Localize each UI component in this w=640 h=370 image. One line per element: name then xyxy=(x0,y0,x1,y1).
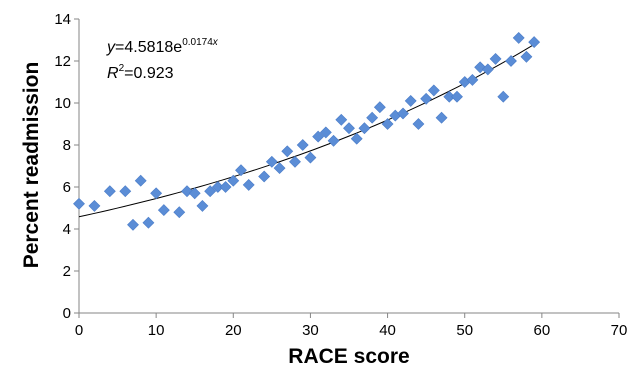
r-squared-sup: 2 xyxy=(119,63,125,74)
data-point xyxy=(404,94,417,107)
r-squared-label: R xyxy=(107,65,119,82)
data-point xyxy=(142,216,155,229)
data-points xyxy=(73,31,541,231)
data-point xyxy=(528,36,541,49)
data-point xyxy=(381,118,394,130)
data-point xyxy=(227,174,240,187)
y-tick-label: 14 xyxy=(54,11,71,28)
y-tick-label: 10 xyxy=(54,95,71,112)
data-point xyxy=(505,55,517,67)
data-point xyxy=(319,126,332,139)
data-point xyxy=(235,164,247,177)
data-point xyxy=(219,181,232,193)
data-point xyxy=(520,50,533,63)
data-point xyxy=(327,134,340,147)
data-point xyxy=(420,92,433,105)
data-point xyxy=(466,73,479,86)
data-point xyxy=(512,31,525,44)
data-point xyxy=(273,162,286,175)
data-point xyxy=(358,122,371,135)
data-point xyxy=(397,107,409,120)
equation-exponent: 0.0174 xyxy=(182,37,213,48)
equation-body: =4.5818e xyxy=(115,39,182,56)
data-point xyxy=(497,90,510,103)
x-tick-label: 10 xyxy=(148,322,165,339)
data-point xyxy=(103,185,116,198)
x-tick-label: 20 xyxy=(225,322,242,339)
data-point xyxy=(127,218,139,231)
trendline xyxy=(78,43,535,218)
data-point xyxy=(281,145,294,158)
x-tick-label: 50 xyxy=(456,322,473,339)
equation-exponent-var: x xyxy=(212,37,219,48)
data-point xyxy=(451,90,463,103)
x-axis-title: RACE score xyxy=(288,345,409,368)
data-point xyxy=(88,199,101,212)
chart-axes xyxy=(78,19,619,314)
chart-ticks: 0 2 4 6 8 10 12 14 0 10 20 30 40 50 60 70 xyxy=(54,11,627,339)
data-point xyxy=(150,187,163,200)
data-point xyxy=(312,130,325,143)
data-point xyxy=(204,185,217,198)
x-tick-label: 40 xyxy=(379,322,396,339)
data-point xyxy=(435,111,448,124)
data-point xyxy=(157,204,170,217)
x-tick-label: 30 xyxy=(302,322,319,339)
equation-y-var: y xyxy=(106,39,116,56)
data-point xyxy=(350,132,363,145)
data-point xyxy=(335,113,348,126)
y-tick-label: 4 xyxy=(63,221,71,238)
y-axis-title: Percent readmission xyxy=(20,62,43,269)
data-point xyxy=(296,139,309,151)
y-tick-label: 0 xyxy=(63,305,71,322)
data-point xyxy=(366,111,379,124)
data-point xyxy=(188,187,201,200)
data-point xyxy=(196,199,209,212)
data-point xyxy=(343,122,355,135)
y-tick-label: 2 xyxy=(63,263,71,280)
y-tick-label: 8 xyxy=(63,137,71,154)
trendline-r-squared: R2=0.923 xyxy=(107,63,174,82)
r-squared-value: =0.923 xyxy=(124,65,173,82)
x-tick-label: 70 xyxy=(611,322,628,339)
data-point xyxy=(481,63,494,76)
data-point xyxy=(119,185,132,198)
trendline-equation: y=4.5818e0.0174x xyxy=(106,37,219,56)
data-point xyxy=(373,101,386,114)
data-point xyxy=(289,155,301,168)
data-point xyxy=(258,170,271,183)
x-tick-label: 0 xyxy=(75,322,83,339)
x-tick-label: 60 xyxy=(534,322,551,339)
data-point xyxy=(134,174,147,187)
y-tick-label: 6 xyxy=(63,179,71,196)
data-point xyxy=(304,151,317,164)
data-point xyxy=(489,52,502,65)
trendline-group xyxy=(78,43,535,218)
y-tick-label: 12 xyxy=(54,53,71,70)
data-point xyxy=(73,197,85,210)
data-point xyxy=(242,178,255,191)
data-point xyxy=(412,118,425,130)
data-point xyxy=(173,206,186,219)
data-point xyxy=(427,84,440,97)
data-point xyxy=(265,155,278,168)
